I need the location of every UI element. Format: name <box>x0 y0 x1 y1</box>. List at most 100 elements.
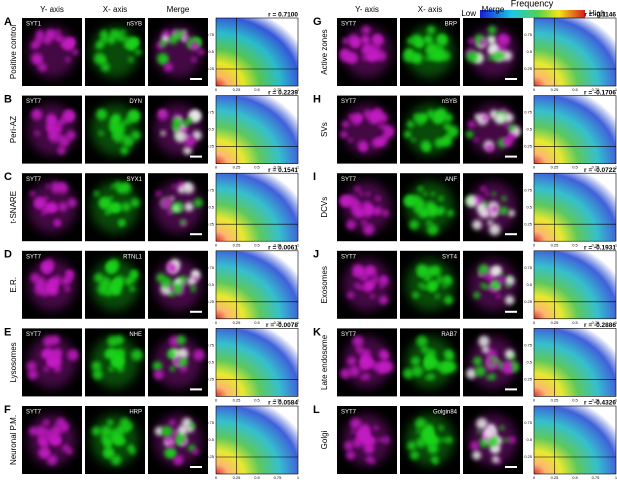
puncta <box>415 417 427 430</box>
plot-x-tick: 0.25 <box>551 475 560 480</box>
puncta <box>26 361 37 372</box>
puncta <box>465 195 478 207</box>
puncta <box>159 40 167 48</box>
scale-bar <box>190 78 202 80</box>
plot-x-tick: 0.75 <box>274 87 283 92</box>
puncta <box>169 365 176 372</box>
correlation: r = 0.7100 <box>268 12 298 19</box>
puncta <box>191 270 199 277</box>
puncta <box>407 37 414 45</box>
plot-x-tick: 0.75 <box>592 165 601 170</box>
puncta <box>493 283 498 289</box>
plot-x-tick: 1 <box>297 475 300 480</box>
micrograph: SYT7 <box>337 95 397 164</box>
y-channel-label: SYT7 <box>26 410 42 416</box>
puncta <box>487 219 493 226</box>
puncta <box>436 206 446 215</box>
puncta <box>52 357 62 367</box>
puncta <box>361 219 367 226</box>
row-label: Positive control <box>9 25 18 79</box>
puncta <box>426 266 438 277</box>
micrograph: NHE <box>85 328 145 397</box>
puncta <box>381 209 389 217</box>
puncta <box>110 454 122 466</box>
puncta <box>369 51 379 61</box>
plot-x-tick: 0.5 <box>254 475 260 480</box>
colorbar-high: High <box>589 9 605 18</box>
plot-x-tick: 0.25 <box>233 87 242 92</box>
plot-x-tick: 0.75 <box>592 475 601 480</box>
puncta <box>43 365 50 372</box>
puncta <box>37 62 47 72</box>
puncta <box>407 441 417 451</box>
puncta <box>441 437 446 443</box>
plot-x-tick: 0.5 <box>254 397 260 402</box>
puncta <box>174 130 187 143</box>
puncta <box>99 57 107 64</box>
puncta <box>375 137 385 146</box>
panel-letter: B <box>4 94 12 106</box>
puncta <box>119 219 126 226</box>
puncta <box>29 190 36 197</box>
plot-y-tick: 0.75 <box>206 420 215 425</box>
puncta <box>504 437 509 443</box>
plot-y-tick: 0.75 <box>524 342 533 347</box>
plot-y-tick: 0.25 <box>524 66 533 71</box>
y-channel-label: SYT7 <box>341 22 357 28</box>
puncta <box>72 48 79 56</box>
puncta <box>43 419 50 426</box>
puncta <box>108 123 117 132</box>
puncta <box>373 425 379 431</box>
puncta <box>58 36 64 42</box>
puncta <box>359 144 368 152</box>
puncta <box>41 264 51 273</box>
plot-x-tick: 0 <box>215 87 218 92</box>
scale-bar <box>505 155 517 158</box>
x-channel-label: Golgin84 <box>433 410 458 416</box>
micrograph <box>463 95 523 164</box>
plot-frame <box>533 95 617 164</box>
scale-bar <box>505 78 517 80</box>
correlation: r = 0.0061 <box>268 245 298 252</box>
puncta <box>472 219 483 230</box>
y-channel-label: SYT7 <box>26 99 42 105</box>
plot-y-tick: 0.5 <box>208 282 214 287</box>
x-channel-label: nSYB <box>127 22 142 28</box>
puncta <box>124 276 134 286</box>
puncta <box>422 144 431 152</box>
plot-x-tick: 0.25 <box>233 320 242 325</box>
row-label: SVs <box>320 122 329 137</box>
puncta <box>105 208 111 214</box>
puncta <box>61 276 71 286</box>
puncta <box>97 40 105 48</box>
puncta <box>161 425 173 438</box>
puncta <box>378 112 388 123</box>
puncta <box>64 285 71 292</box>
puncta <box>100 425 112 438</box>
density <box>216 328 298 397</box>
plot-y-tick: 0.75 <box>206 32 215 37</box>
puncta <box>112 437 121 445</box>
puncta <box>478 264 489 275</box>
puncta <box>445 436 453 444</box>
panel-letter: K <box>313 326 321 338</box>
puncta <box>468 37 475 45</box>
puncta <box>487 25 497 35</box>
puncta <box>424 357 434 367</box>
puncta <box>491 455 500 464</box>
puncta <box>172 29 178 34</box>
scale-bar <box>505 310 517 313</box>
plot-x-tick: 0.75 <box>274 242 283 247</box>
puncta <box>378 123 384 129</box>
micrograph: BRP <box>400 18 460 86</box>
puncta <box>425 46 436 56</box>
plot-x-tick: 0.5 <box>254 242 260 247</box>
puncta <box>489 266 501 277</box>
plot-y-tick: 0.5 <box>526 49 532 54</box>
puncta <box>176 335 187 345</box>
plot-x-tick: 0.5 <box>572 165 578 170</box>
puncta <box>193 198 203 208</box>
puncta <box>163 62 173 72</box>
puncta <box>347 291 355 299</box>
puncta <box>417 186 424 192</box>
